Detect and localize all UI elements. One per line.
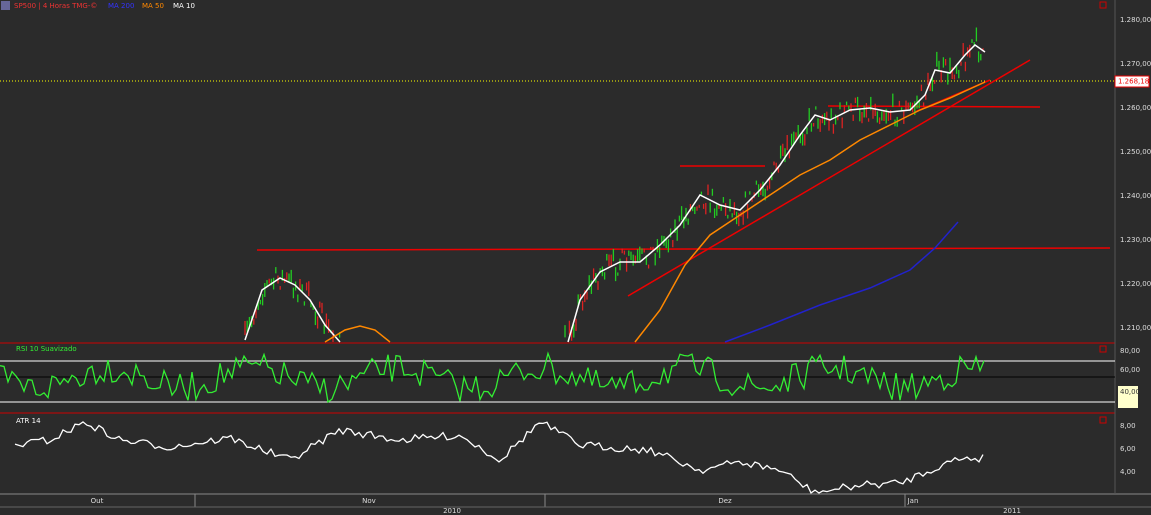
month-label: Nov bbox=[362, 497, 376, 505]
atr-tick-label: 4,00 bbox=[1120, 468, 1136, 476]
price-tick-label: 1.240,00 bbox=[1120, 192, 1151, 200]
price-tick-label: 1.260,00 bbox=[1120, 104, 1151, 112]
price-tick-label: 1.210,00 bbox=[1120, 324, 1151, 332]
rsi-label: RSI 10 Suavizado bbox=[16, 345, 77, 353]
price-tick-label: 1.250,00 bbox=[1120, 148, 1151, 156]
month-label: Out bbox=[91, 497, 104, 505]
close-icon[interactable] bbox=[1099, 1, 1107, 9]
rsi-tick-label: 80,00 bbox=[1120, 347, 1140, 355]
indicator-line bbox=[0, 351, 985, 404]
close-icon[interactable] bbox=[1099, 345, 1107, 353]
indicator-label: MA 10 bbox=[173, 2, 195, 10]
marks bbox=[0, 27, 986, 494]
indicator-line bbox=[244, 277, 341, 343]
price-tick-label: 1.220,00 bbox=[1120, 280, 1151, 288]
last-price-box bbox=[1114, 75, 1150, 88]
indicator-line bbox=[634, 81, 986, 343]
price-tick-label: 1.280,00 bbox=[1120, 16, 1151, 24]
support-line bbox=[827, 105, 1041, 108]
month-label: Dez bbox=[718, 497, 732, 505]
rsi-tick-label: 60,00 bbox=[1120, 366, 1140, 374]
rsi-value-box bbox=[1118, 386, 1138, 408]
indicator-line bbox=[724, 221, 959, 343]
price-tick-label: 1.230,00 bbox=[1120, 236, 1151, 244]
year-label: 2010 bbox=[443, 507, 461, 515]
atr-tick-label: 6,00 bbox=[1120, 445, 1136, 453]
trend-line bbox=[627, 59, 1031, 297]
atr-label: ATR 14 bbox=[16, 417, 41, 425]
indicator-line bbox=[14, 421, 984, 494]
atr-tick-label: 8,00 bbox=[1120, 422, 1136, 430]
indicator-line bbox=[567, 44, 986, 343]
logo bbox=[1, 1, 10, 10]
indicator-label: MA 50 bbox=[142, 2, 164, 10]
close-icon[interactable] bbox=[1099, 416, 1107, 424]
resistance-line bbox=[256, 247, 1111, 251]
month-label: Jan bbox=[907, 497, 919, 505]
symbol-label: SP500 | 4 Horas TMG-© bbox=[14, 2, 97, 10]
year-label: 2011 bbox=[1003, 507, 1021, 515]
rsi-tick-label: 40,00 bbox=[1120, 388, 1140, 396]
price-tick-label: 1.270,00 bbox=[1120, 60, 1151, 68]
indicator-line bbox=[324, 325, 391, 343]
last-price: 1.268,18 bbox=[1118, 78, 1149, 86]
indicator-label: MA 200 bbox=[108, 2, 134, 10]
